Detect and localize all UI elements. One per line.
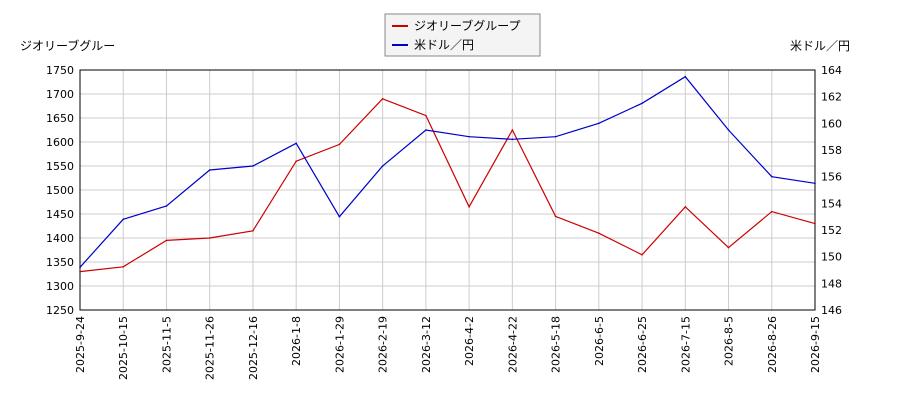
data-point-series-1 [727,246,730,249]
y-left-tick-label: 1600 [46,136,74,149]
plot-area: 1250 1300 1350 1400 1450 1500 1550 1600 1650 1700… [46,64,842,380]
data-point-series-2 [641,102,643,105]
legend-label-series-1: ジオリーブグループ [414,18,521,33]
y-left-tick-label: 1500 [46,184,74,197]
x-tick-label: 2026-3-12 [420,316,433,373]
x-tick-label: 2026-8-26 [766,316,779,373]
x-tick-label: 2025-12-16 [247,316,260,380]
y-left-tick-label: 1250 [46,304,74,317]
x-tick-label: 2025-11-5 [160,316,173,373]
y-right-tick-label: 152 [821,224,842,237]
legend-box [384,13,541,57]
y-right-tick-label: 154 [821,197,842,210]
y-left-tick-label: 1700 [46,88,74,101]
series-line-1 [79,98,816,273]
y-left-tick-label: 1350 [46,256,74,269]
series-line-2 [79,75,816,268]
x-tick-label: 2026-1-8 [290,316,303,366]
plot-border [79,69,816,311]
data-point-series-1 [79,270,81,273]
data-point-series-2 [554,135,557,138]
data-point-series-2 [338,215,341,218]
legend-label-series-2: 米ドル／円 [414,38,474,52]
data-point-series-1 [208,237,211,239]
data-point-series-1 [252,230,254,232]
y-right-tick-label: 164 [821,64,842,77]
data-point-series-2 [381,165,384,167]
data-point-series-2 [79,266,81,269]
data-point-series-2 [727,129,730,131]
y-right-tick-label: 162 [821,91,842,104]
x-tick-label: 2026-1-29 [333,316,346,373]
x-tick-label: 2026-6-5 [593,316,606,366]
y-left-tick-label: 1400 [46,232,74,245]
data-point-series-2 [511,138,514,141]
data-point-series-1 [598,232,600,234]
y-right-tick-label: 160 [821,117,842,130]
data-point-series-2 [598,122,600,125]
legend: ジオリーブグループ 米ドル／円 [384,13,541,57]
data-point-series-1 [165,239,168,242]
x-tick-label: 2026-5-18 [550,316,563,373]
data-point-series-2 [295,142,297,145]
y-right-tick-label: 146 [821,304,842,317]
data-point-series-2 [770,175,773,178]
data-point-series-1 [381,98,384,100]
x-tick-label: 2025-11-26 [204,316,217,380]
data-point-series-1 [814,222,816,225]
y-right-axis-title: 米ドル／円 [790,39,850,53]
data-point-series-2 [252,165,254,167]
data-point-series-2 [468,135,470,138]
data-point-series-1 [684,206,687,208]
y-left-axis-title: ジオリーブグルー [20,38,115,53]
data-point-series-1 [554,215,557,218]
data-point-series-2 [425,129,427,131]
y-right-tick-label: 150 [821,251,842,264]
x-tick-label: 2026-8-5 [723,316,736,366]
y-right-tick-label: 148 [821,277,842,290]
data-point-series-2 [122,218,125,221]
x-tick-label: 2026-4-22 [506,316,519,373]
data-point-series-1 [770,210,773,213]
data-point-series-1 [641,254,643,256]
x-tick-label: 2026-2-19 [377,316,390,373]
data-point-series-1 [122,266,125,268]
x-tick-label: 2025-10-15 [117,316,130,380]
y-right-tick-label: 156 [821,171,842,184]
x-tick-label: 2026-9-15 [809,316,822,373]
x-tick-label: 2026-6-25 [636,316,649,373]
data-point-series-2 [684,75,687,78]
data-point-series-1 [425,114,427,117]
y-left-tick-label: 1550 [46,160,74,173]
y-left-tick-label: 1650 [46,112,74,125]
data-point-series-1 [468,206,470,208]
data-point-series-2 [814,182,816,185]
x-tick-label: 2025-9-24 [74,316,87,373]
data-point-series-2 [165,205,168,207]
data-point-series-1 [511,129,514,131]
x-tick-label: 2026-7-15 [679,316,692,373]
y-left-tick-label: 1750 [46,64,74,77]
data-point-series-1 [295,160,297,162]
y-left-tick-label: 1450 [46,208,74,221]
x-tick-label: 2026-4-2 [463,316,476,366]
data-point-series-2 [208,169,211,171]
y-right-tick-label: 158 [821,144,842,157]
data-point-series-1 [338,143,341,146]
y-left-tick-label: 1300 [46,280,74,293]
